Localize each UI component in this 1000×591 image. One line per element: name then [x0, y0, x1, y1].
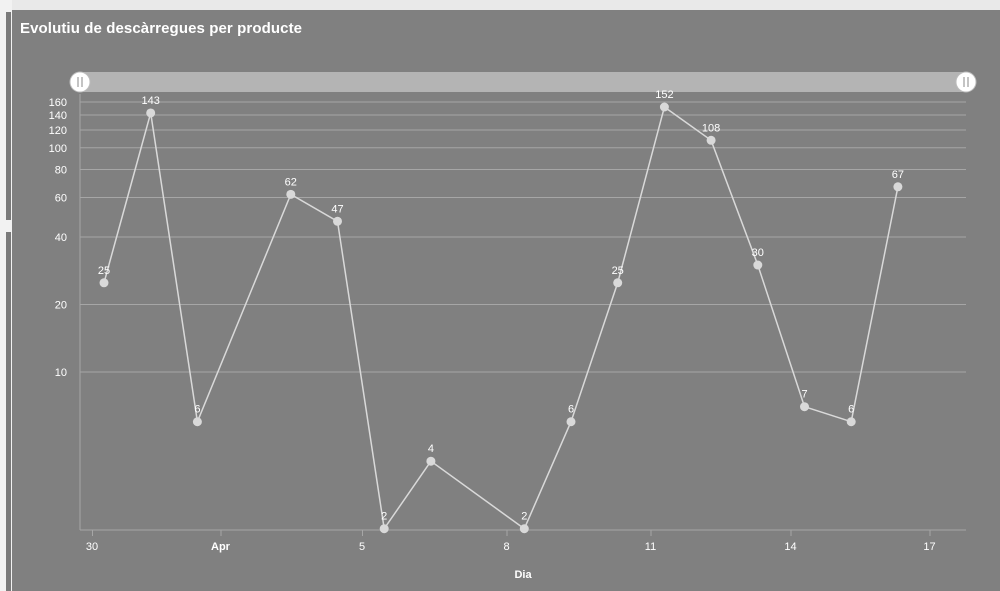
data-point [99, 278, 109, 288]
data-point [146, 108, 156, 118]
data-label: 25 [612, 265, 624, 277]
data-point [286, 189, 296, 199]
data-label: 7 [801, 389, 807, 401]
panel-title: Evolutiu de descàrregues per producte [20, 20, 303, 37]
data-label: 67 [892, 169, 904, 181]
data-label: 2 [521, 511, 527, 523]
data-point [192, 417, 202, 427]
data-label: 108 [702, 122, 720, 134]
data-label: 4 [428, 443, 434, 455]
data-point [333, 216, 342, 226]
y-tick-label: 20 [55, 300, 67, 312]
data-label: 30 [752, 247, 764, 259]
navigator-bar[interactable] [80, 72, 966, 92]
data-label: 143 [142, 95, 160, 107]
left-edge [0, 0, 12, 591]
x-tick-label: 14 [784, 541, 796, 553]
data-point [753, 260, 763, 270]
navigator-left-handle[interactable] [69, 71, 91, 93]
handle-knob [955, 71, 977, 93]
data-label: 2 [381, 511, 387, 523]
navigator-right-handle[interactable] [955, 71, 977, 93]
data-point [846, 417, 856, 427]
data-point [379, 524, 389, 534]
x-tick-label: 17 [923, 541, 935, 553]
left-scroll-segment [6, 12, 11, 220]
y-tick-label: 80 [55, 165, 67, 177]
series-line [103, 105, 899, 531]
y-tick-label: 160 [49, 97, 67, 109]
data-point [893, 182, 903, 192]
data-label: 62 [285, 176, 297, 188]
left-scroll-segment [6, 232, 11, 591]
x-axis-title: Dia [514, 569, 532, 581]
series-line-group [103, 105, 899, 531]
data-label: 6 [194, 404, 200, 416]
data-point [613, 278, 623, 288]
data-label: 25 [98, 265, 110, 277]
data-point [706, 135, 716, 145]
x-tick-label: 8 [503, 541, 509, 553]
y-tick-label: 60 [55, 193, 67, 205]
data-label: 6 [568, 404, 574, 416]
x-tick-label: 11 [645, 541, 656, 553]
x-tick-label: 5 [359, 541, 365, 553]
navigator[interactable] [69, 71, 977, 93]
y-tick-label: 10 [55, 367, 67, 379]
chart-panel: Evolutiu de descàrregues per producte 10… [12, 10, 1000, 591]
data-point [519, 524, 529, 534]
grid [80, 101, 966, 373]
data-point [426, 456, 436, 466]
y-tick-label: 40 [55, 232, 67, 244]
data-points: 25 143 6 62 47 2 4 2 6 25 152 108 30 7 6 67 [98, 89, 904, 534]
data-point [566, 417, 576, 427]
x-axis: 30 Apr 5 8 11 14 17 [80, 529, 966, 553]
data-label: 47 [331, 203, 343, 215]
data-point [659, 102, 669, 112]
x-tick-label: Apr [211, 541, 231, 553]
handle-knob [69, 71, 91, 93]
data-label: 6 [848, 404, 854, 416]
data-label: 152 [655, 89, 673, 101]
y-tick-label: 140 [49, 110, 67, 122]
data-point [800, 402, 809, 412]
y-tick-label: 100 [49, 143, 67, 155]
y-tick-label: 120 [49, 125, 67, 137]
x-tick-label: 30 [86, 541, 98, 553]
